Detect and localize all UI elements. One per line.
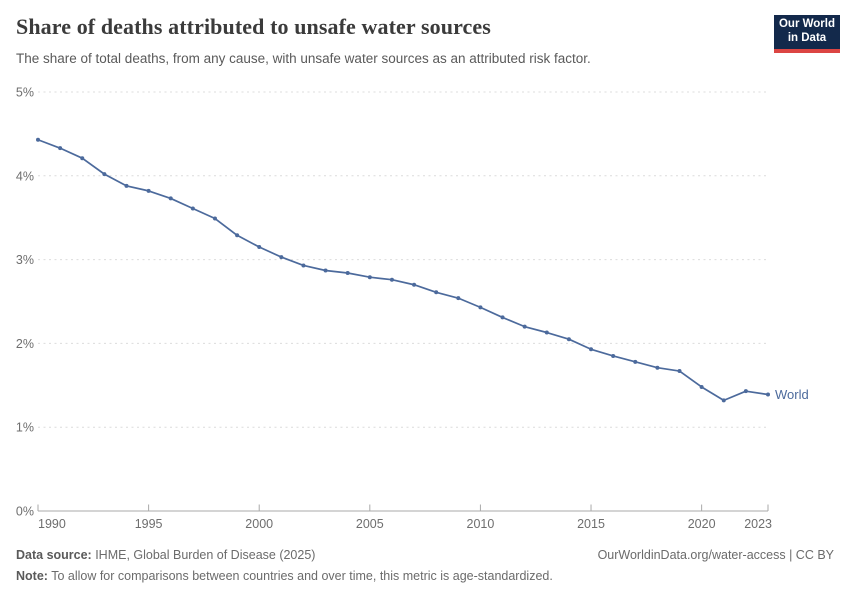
note-label: Note: xyxy=(16,569,48,583)
svg-text:2023: 2023 xyxy=(744,517,772,531)
chart-footer: Data source: IHME, Global Burden of Dise… xyxy=(16,548,834,583)
svg-text:1990: 1990 xyxy=(38,517,66,531)
x-axis-labels: 1990 1995 2000 2005 2010 2015 2020 2023 xyxy=(38,517,772,531)
page-title: Share of deaths attributed to unsafe wat… xyxy=(16,14,491,39)
x-axis-ticks xyxy=(37,504,769,511)
svg-text:1995: 1995 xyxy=(135,517,163,531)
svg-text:5%: 5% xyxy=(16,86,34,100)
svg-text:2%: 2% xyxy=(16,337,34,351)
note-text: To allow for comparisons between countri… xyxy=(47,569,553,583)
svg-text:1%: 1% xyxy=(16,421,34,435)
citation-link[interactable]: OurWorldinData.org/water-access | CC BY xyxy=(597,548,834,562)
svg-text:2000: 2000 xyxy=(245,517,273,531)
y-axis-labels: 0% 1% 2% 3% 4% 5% xyxy=(16,86,34,519)
data-source: Data source: IHME, Global Burden of Dise… xyxy=(16,548,315,562)
y-gridlines xyxy=(38,91,768,428)
svg-text:2020: 2020 xyxy=(688,517,716,531)
series-label-world[interactable]: World xyxy=(775,387,809,402)
series-line-world xyxy=(37,138,769,402)
data-source-label: Data source: xyxy=(16,548,92,562)
chart-subtitle: The share of total deaths, from any caus… xyxy=(16,51,591,66)
svg-text:2010: 2010 xyxy=(467,517,495,531)
data-points xyxy=(36,137,770,403)
svg-text:3%: 3% xyxy=(16,253,34,267)
data-source-text: IHME, Global Burden of Disease (2025) xyxy=(91,548,316,562)
svg-text:2015: 2015 xyxy=(577,517,605,531)
owid-logo[interactable]: Our World in Data xyxy=(774,15,840,53)
owid-logo-line2: in Data xyxy=(787,32,827,44)
svg-text:4%: 4% xyxy=(16,169,34,183)
note: Note: To allow for comparisons between c… xyxy=(16,569,834,583)
svg-text:0%: 0% xyxy=(16,505,34,519)
owid-logo-line1: Our World xyxy=(778,18,835,31)
svg-text:2005: 2005 xyxy=(356,517,384,531)
